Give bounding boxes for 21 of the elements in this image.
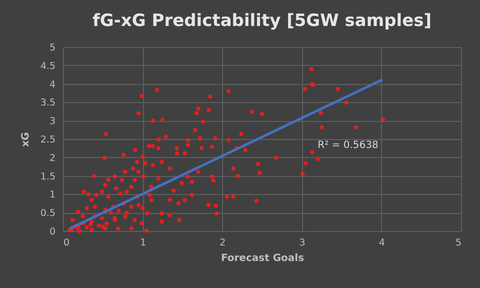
x-tick-label: 3 xyxy=(299,238,306,248)
y-tick-label: 0.5 xyxy=(40,208,56,220)
y-tick-label: 1 xyxy=(49,190,56,201)
x-axis-title: Forecast Goals xyxy=(220,253,304,264)
y-tick-label: 2 xyxy=(49,152,56,164)
y-axis-title: xG xyxy=(20,132,32,147)
y-tick-label: 1.5 xyxy=(40,171,56,182)
x-tick-label: 2 xyxy=(220,238,226,248)
x-tick-label: 1 xyxy=(140,238,146,248)
y-tick-label: 3 xyxy=(49,116,56,128)
y-tick-label: 0 xyxy=(49,226,56,238)
annotation: R² = 0.5638 xyxy=(318,140,378,151)
x-tick-label: 0 xyxy=(64,238,70,248)
chart-title: fG-xG Predictability [5GW samples] xyxy=(92,11,432,31)
y-tick-label: 4.5 xyxy=(40,60,56,72)
y-tick-label: 5 xyxy=(49,42,56,54)
y-tick-label: 2.5 xyxy=(40,134,56,146)
x-tick-label: 4 xyxy=(378,238,385,248)
x-tick-label: 5 xyxy=(455,238,462,248)
y-tick-label: 3.5 xyxy=(40,98,56,109)
y-tick-label: 4 xyxy=(49,79,56,90)
